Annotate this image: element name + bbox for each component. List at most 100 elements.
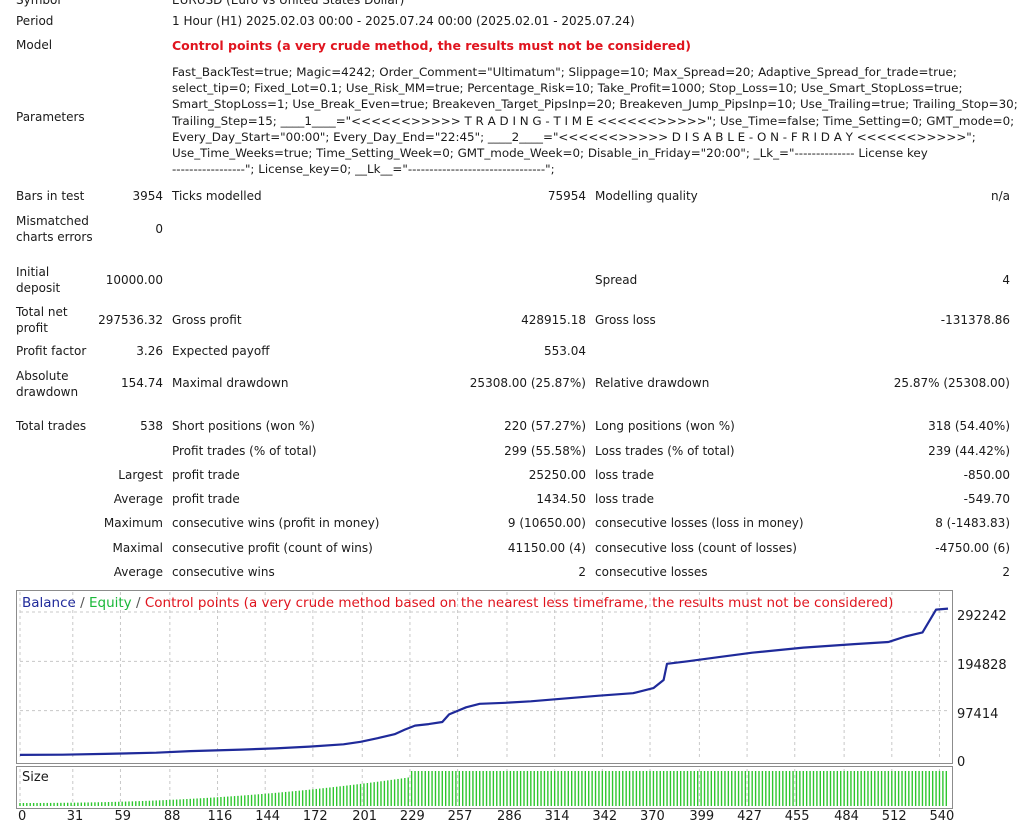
gross-loss-label: Gross loss <box>595 313 656 327</box>
x-tick-label: 201 <box>352 809 378 824</box>
symbol-value: EURUSD (Euro vs United States Dollar) <box>172 0 405 7</box>
period-value: 1 Hour (H1) 2025.02.03 00:00 - 2025.07.2… <box>172 14 635 28</box>
x-tick-label: 88 <box>163 809 181 824</box>
max-consecutive-losses-value: 8 (-1483.83) <box>935 516 1010 530</box>
largest-loss-trade-label: loss trade <box>595 468 654 482</box>
y-tick-label: 97414 <box>957 707 999 722</box>
long-positions-value: 318 (54.40%) <box>928 419 1010 433</box>
x-tick-label: 31 <box>66 809 84 824</box>
bars-label: Bars in test <box>16 189 85 203</box>
legend-balance: Balance <box>22 595 76 611</box>
balance-chart-frame <box>16 590 953 764</box>
x-tick-label: 484 <box>834 809 859 824</box>
y-tick-label: 194828 <box>957 658 1007 673</box>
expected-payoff-value: 553.04 <box>544 344 586 358</box>
legend-separator: / <box>131 595 145 611</box>
deposit-label-1: Initial <box>16 265 50 279</box>
max-consecutive-wins-value: 9 (10650.00) <box>507 516 586 530</box>
modelling-quality-value: n/a <box>990 189 1010 203</box>
legend-control-points-note: Control points (a very crude method base… <box>144 595 894 611</box>
deposit-label-2: deposit <box>16 281 61 295</box>
profit-factor-label: Profit factor <box>16 344 87 358</box>
symbol-label: Symbol <box>16 0 61 7</box>
largest-profit-trade-value: 25250.00 <box>528 468 586 482</box>
x-tick-label: 172 <box>302 809 328 824</box>
size-panel-label: Size <box>22 770 49 785</box>
total-net-profit-value: 297536.32 <box>98 313 163 327</box>
long-positions-label: Long positions (won %) <box>595 419 735 433</box>
largest-profit-trade-label: profit trade <box>172 468 240 482</box>
spread-label: Spread <box>595 273 638 287</box>
parameters-label: Parameters <box>16 110 85 124</box>
absolute-drawdown-label-1: Absolute <box>16 369 69 383</box>
x-tick-label: 342 <box>592 809 618 824</box>
largest-label: Largest <box>118 468 163 482</box>
absolute-drawdown-value: 154.74 <box>121 376 163 390</box>
loss-trades-label: Loss trades (% of total) <box>595 444 735 458</box>
profit-factor-value: 3.26 <box>136 344 163 358</box>
gross-profit-label: Gross profit <box>172 313 242 327</box>
x-tick-label: 144 <box>255 809 281 824</box>
largest-loss-trade-value: -850.00 <box>963 468 1010 482</box>
chart-legend: Balance / Equity / Control points (a ver… <box>22 595 893 611</box>
maximal-consecutive-profit-label: consecutive profit (count of wins) <box>172 541 373 555</box>
maximal-label: Maximal <box>112 541 163 555</box>
ticks-value: 75954 <box>547 189 586 203</box>
spread-value: 4 <box>1002 273 1010 287</box>
maximal-drawdown-value: 25308.00 (25.87%) <box>469 376 586 390</box>
maximal-drawdown-label: Maximal drawdown <box>172 376 289 390</box>
mismatch-label-2: charts errors <box>16 230 93 244</box>
average-label: Average <box>113 492 163 506</box>
modelling-quality-label: Modelling quality <box>595 189 698 203</box>
short-positions-label: Short positions (won %) <box>172 419 315 433</box>
average-consecutive-losses-value: 2 <box>1002 565 1010 579</box>
x-tick-label: 257 <box>447 809 473 824</box>
gross-profit-value: 428915.18 <box>521 313 586 327</box>
x-tick-label: 286 <box>496 809 522 824</box>
relative-drawdown-label: Relative drawdown <box>595 376 710 390</box>
loss-trades-value: 239 (44.42%) <box>928 444 1010 458</box>
x-tick-label: 116 <box>207 809 233 824</box>
model-label: Model <box>16 38 53 52</box>
x-tick-label: 229 <box>399 809 425 824</box>
deposit-value: 10000.00 <box>105 273 163 287</box>
period-label: Period <box>16 14 54 28</box>
x-tick-label: 399 <box>689 809 715 824</box>
mismatch-value: 0 <box>155 222 163 236</box>
total-net-profit-label-1: Total net <box>16 305 68 319</box>
expected-payoff-label: Expected payoff <box>172 344 270 358</box>
x-tick-label: 455 <box>784 809 810 824</box>
maximum-label: Maximum <box>103 516 163 530</box>
parameters-value: Fast_BackTest=true; Magic=4242; Order_Co… <box>172 65 1018 177</box>
x-tick-label: 0 <box>18 809 27 824</box>
gross-loss-value: -131378.86 <box>940 313 1010 327</box>
max-consecutive-losses-label: consecutive losses (loss in money) <box>595 516 804 530</box>
average-loss-trade-label: loss trade <box>595 492 654 506</box>
average-consecutive-label: Average <box>113 565 163 579</box>
total-trades-value: 538 <box>140 419 163 433</box>
series-line-balance <box>19 607 949 757</box>
average-consecutive-wins-label: consecutive wins <box>172 565 275 579</box>
model-value: Control points (a very crude method, the… <box>172 38 691 53</box>
y-tick-label: 0 <box>957 755 966 770</box>
short-positions-value: 220 (57.27%) <box>504 419 586 433</box>
x-tick-label: 427 <box>737 809 762 824</box>
x-tick-label: 59 <box>114 809 131 824</box>
x-tick-label: 314 <box>544 809 570 824</box>
average-loss-trade-value: -549.70 <box>963 492 1010 506</box>
ticks-label: Ticks modelled <box>172 189 262 203</box>
average-profit-trade-value: 1434.50 <box>536 492 586 506</box>
average-consecutive-losses-label: consecutive losses <box>595 565 708 579</box>
y-tick-label: 292242 <box>957 609 1007 624</box>
absolute-drawdown-label-2: drawdown <box>16 385 79 399</box>
profit-trades-label: Profit trades (% of total) <box>172 444 317 458</box>
average-consecutive-wins-value: 2 <box>578 565 586 579</box>
maximal-consecutive-profit-value: 41150.00 (4) <box>507 541 586 555</box>
x-tick-label: 370 <box>640 809 665 824</box>
maximal-consecutive-loss-label: consecutive loss (count of losses) <box>595 541 797 555</box>
total-trades-label: Total trades <box>16 419 87 433</box>
average-profit-trade-label: profit trade <box>172 492 240 506</box>
x-tick-label: 512 <box>881 809 907 824</box>
bars-value: 3954 <box>132 189 163 203</box>
legend-separator: / <box>75 595 89 611</box>
